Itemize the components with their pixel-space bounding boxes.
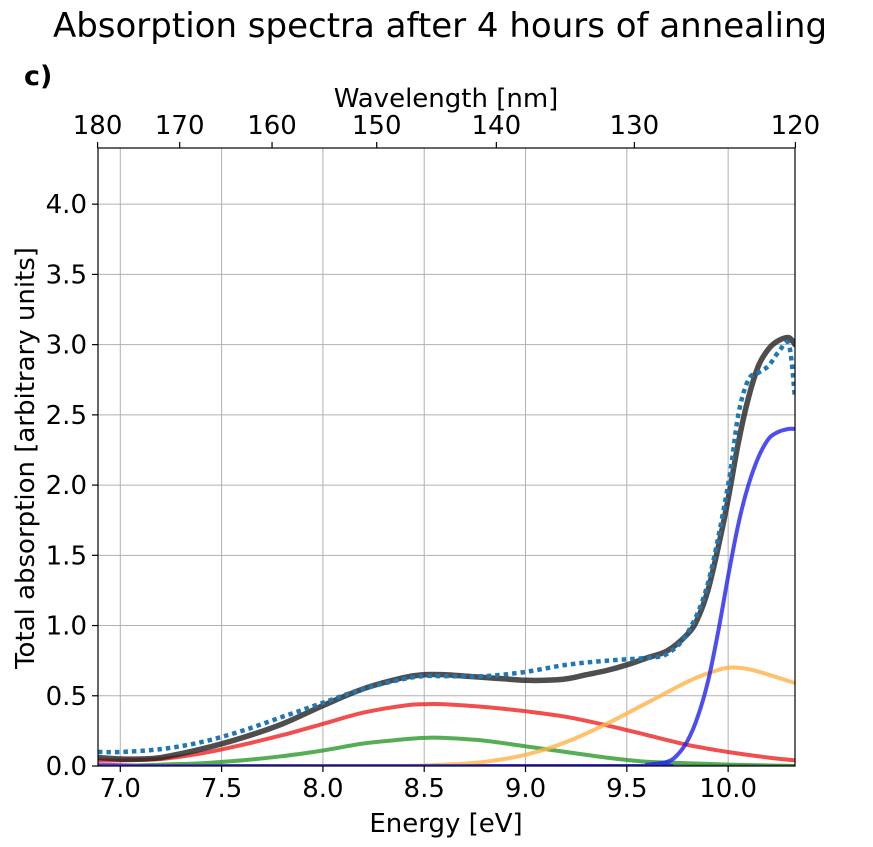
top-tick-label: 150 [352,111,402,141]
y-tick-label: 4.0 [46,190,87,220]
y-tick-label: 0.0 [46,752,87,782]
series-green-band [98,735,795,766]
top-tick-label: 120 [771,111,821,141]
x-tick-label: 8.5 [404,774,445,804]
x-tick-label: 9.0 [505,774,546,804]
top-axis-label: Wavelength [nm] [334,84,559,114]
x-tick-label: 7.0 [100,774,141,804]
series-total-fit [98,334,795,762]
x-tick-label: 7.5 [201,774,242,804]
plot-frame [97,147,796,767]
top-tick-label: 140 [472,111,522,141]
series-measured-spectrum [98,339,795,755]
y-axis-label: Total absorption [arbitrary units] [11,247,41,670]
y-tick-label: 1.5 [46,541,87,571]
y-tick-label: 3.0 [46,331,87,361]
y-tick-label: 2.0 [46,471,87,501]
panel-label: c) [24,61,52,92]
y-tick-label: 3.5 [46,260,87,290]
tick-layer: 7.0 7.5 8.0 8.5 9.0 9.5 10.0 0.0 0.5 1.0 1.5 2.0 2.5… [46,111,821,804]
y-tick-label: 1.0 [46,612,87,642]
y-tick-label: 2.5 [46,401,87,431]
x-tick-label: 10.0 [699,774,757,804]
top-tick-label: 170 [155,111,205,141]
series-orange-band [98,665,795,766]
x-axis-label: Energy [eV] [369,809,522,839]
top-tick-label: 180 [73,111,123,141]
series-blue-band [98,426,795,766]
top-tick-label: 160 [247,111,297,141]
top-tick-label: 130 [610,111,660,141]
grid-layer [98,148,795,767]
x-tick-label: 8.0 [302,774,343,804]
x-tick-label: 9.5 [606,774,647,804]
series-layer [98,334,795,766]
chart-title: Absorption spectra after 4 hours of anne… [53,6,827,46]
y-tick-label: 0.5 [46,682,87,712]
